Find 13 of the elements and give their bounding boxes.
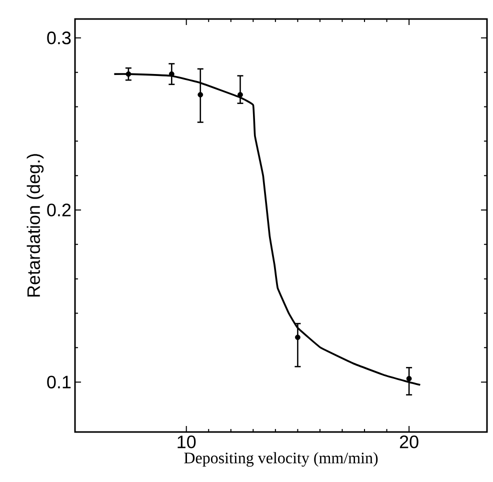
y-axis-title: Retardation (deg.): [26, 154, 44, 297]
y-tick-label: 0.2: [47, 204, 71, 216]
point: [406, 376, 412, 382]
point: [295, 334, 300, 340]
x-tick-label: 10: [178, 436, 196, 448]
y-tick-label: 0.1: [47, 376, 71, 388]
point: [126, 71, 132, 77]
point: [198, 92, 204, 98]
point: [238, 92, 243, 98]
y-tick-label: 0.3: [47, 32, 71, 44]
point: [168, 71, 174, 77]
x-axis-title: Depositing velocity (mm/min): [184, 452, 378, 467]
x-tick-label: 20: [400, 436, 418, 448]
